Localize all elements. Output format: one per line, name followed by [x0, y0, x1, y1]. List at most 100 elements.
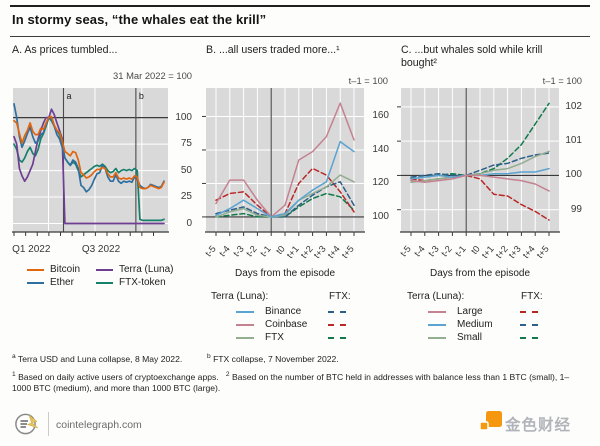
panel-b-y-axis: 160 140 120 100: [367, 88, 389, 232]
y-tick-label: 140: [372, 143, 389, 155]
panel-c-x-axis: t-5 t-4 t-3 t-2 t-1 t0 t+1 t+2 t+3 t+4 t+5: [398, 236, 559, 272]
footnote-1-marker: 1: [12, 371, 16, 378]
panel-a-x-axis: Q1 2022 Q3 2022: [12, 244, 168, 258]
ftx-token-line-swatch: [96, 281, 113, 284]
y-tick-label: 75: [180, 138, 192, 150]
legend-label: Large: [457, 306, 483, 317]
footnote-a-marker: a: [12, 353, 16, 360]
legend-row-coinbase: Coinbase: [236, 319, 357, 330]
y-tick-label: 160: [372, 110, 389, 122]
y-tick-label: 50: [180, 164, 192, 176]
legend-row-binance: Binance: [236, 306, 357, 317]
panel-b-x-axis-title: Days from the episode: [234, 268, 336, 279]
series-small: [410, 150, 550, 184]
panel-c-plot: [397, 88, 560, 236]
series-ftx: [215, 174, 355, 218]
legend-label: Small: [457, 332, 483, 343]
jinse-watermark-text: 金色财经: [505, 417, 572, 434]
y-tick-label: 101: [565, 135, 582, 147]
coinbase-ftx-swatch: [328, 323, 346, 326]
ftx-ftx-swatch: [328, 336, 346, 339]
legend-label: Terra (Luna): [119, 264, 174, 275]
legend-item-ether: Ether: [27, 277, 74, 288]
legend-label: Binance: [265, 306, 302, 317]
legend-label: Coinbase: [265, 319, 308, 330]
series-terra-luna-: [13, 108, 165, 225]
panel-c-chart: [397, 88, 560, 236]
figure-title: In stormy seas, “the whales eat the kril…: [12, 12, 267, 27]
y-tick-label: 120: [372, 177, 389, 189]
footnote-a: a Terra USD and Luna collapse, 8 May 202…: [12, 351, 182, 365]
y-tick-label: 99: [570, 203, 582, 215]
legend-label: FTX: [265, 332, 284, 343]
x-tick-label: Q3 2022: [81, 244, 121, 255]
event-label-b: b: [139, 91, 144, 101]
panel-b-title: B. ...all users traded more...¹: [206, 44, 340, 56]
medium-ftx-swatch: [520, 323, 538, 326]
panel-a-y-axis: 100 75 50 25 0: [170, 88, 192, 232]
footnote-b-text: FTX collapse, 7 November 2022.: [213, 353, 339, 364]
small-ftx-swatch: [520, 336, 538, 339]
footnote-2-marker: 2: [225, 371, 230, 378]
panel-a-index-note: 31 Mar 2022 = 100: [113, 70, 192, 81]
footnote-1-text: Based on daily active users of cryptoexc…: [18, 371, 219, 382]
y-tick-label: 100: [372, 210, 389, 222]
panel-b-x-axis: t-5 t-4 t-3 t-2 t-1 t0 t+1 t+2 t+3 t+4 t+5: [203, 236, 364, 272]
footnote-numbered: 1 Based on daily active users of cryptoe…: [12, 369, 588, 394]
title-divider: [10, 36, 590, 38]
series-large: [410, 174, 550, 192]
y-tick-label: 25: [180, 191, 192, 203]
bitcoin-line-swatch: [27, 268, 44, 271]
series-bitcoin: [13, 115, 165, 190]
series-binance: [215, 140, 355, 218]
terra-line-swatch: [96, 268, 113, 271]
series-binance: [215, 181, 355, 218]
y-tick-label: 100: [565, 169, 582, 181]
legend-label: Medium: [457, 319, 493, 330]
binance-terra-swatch: [236, 310, 254, 313]
footnote-b: b FTX collapse, 7 November 2022.: [207, 351, 339, 365]
binance-ftx-swatch: [328, 310, 346, 313]
jinse-logo-icon: [479, 411, 502, 431]
series-ftx-token: [13, 116, 165, 222]
series-coinbase: [215, 102, 355, 218]
panel-b-chart: [202, 88, 365, 236]
legend-row-medium: Medium: [428, 319, 549, 330]
large-ftx-swatch: [520, 310, 538, 313]
footnote-b-marker: b: [207, 353, 211, 360]
legend-c-ftx-header: FTX:: [521, 291, 543, 302]
legend-item-ftx-token: FTX-token: [96, 277, 166, 288]
large-terra-swatch: [428, 310, 446, 313]
legend-row-ftx: FTX: [236, 332, 357, 343]
y-tick-label: 102: [565, 100, 582, 112]
footnote-a-text: Terra USD and Luna collapse, 8 May 2022.: [17, 353, 183, 364]
panel-a-title: A. As prices tumbled...: [12, 44, 118, 56]
panel-c-x-axis-title: Days from the episode: [429, 268, 531, 279]
legend-item-bitcoin: Bitcoin: [27, 264, 80, 275]
panel-b-plot: [202, 88, 365, 236]
legend-label: Bitcoin: [50, 264, 81, 275]
coinbase-terra-swatch: [236, 323, 254, 326]
legend-label: FTX-token: [119, 277, 166, 288]
ether-line-swatch: [27, 281, 44, 284]
ftx-terra-swatch: [236, 336, 254, 339]
small-terra-swatch: [428, 336, 446, 339]
legend-c-terra-header: Terra (Luna):: [407, 291, 465, 302]
y-tick-label: 100: [175, 111, 192, 123]
footer-divider: [48, 412, 49, 436]
legend-row-large: Large: [428, 306, 549, 317]
legend-row-small: Small: [428, 332, 549, 343]
panel-b-index-note: t–1 = 100: [348, 75, 388, 86]
x-tick-label: Q1 2022: [12, 244, 51, 255]
source-text: cointelegraph.com: [56, 419, 142, 431]
medium-terra-swatch: [428, 323, 446, 326]
cointelegraph-logo-icon: [15, 413, 39, 435]
legend-label: Ether: [50, 277, 74, 288]
event-label-a: a: [67, 91, 72, 101]
panel-c-index-note: t–1 = 100: [542, 75, 582, 86]
footnote-2-text: Based on the number of BTC held in addre…: [12, 371, 570, 393]
legend-b-ftx-header: FTX:: [329, 291, 351, 302]
